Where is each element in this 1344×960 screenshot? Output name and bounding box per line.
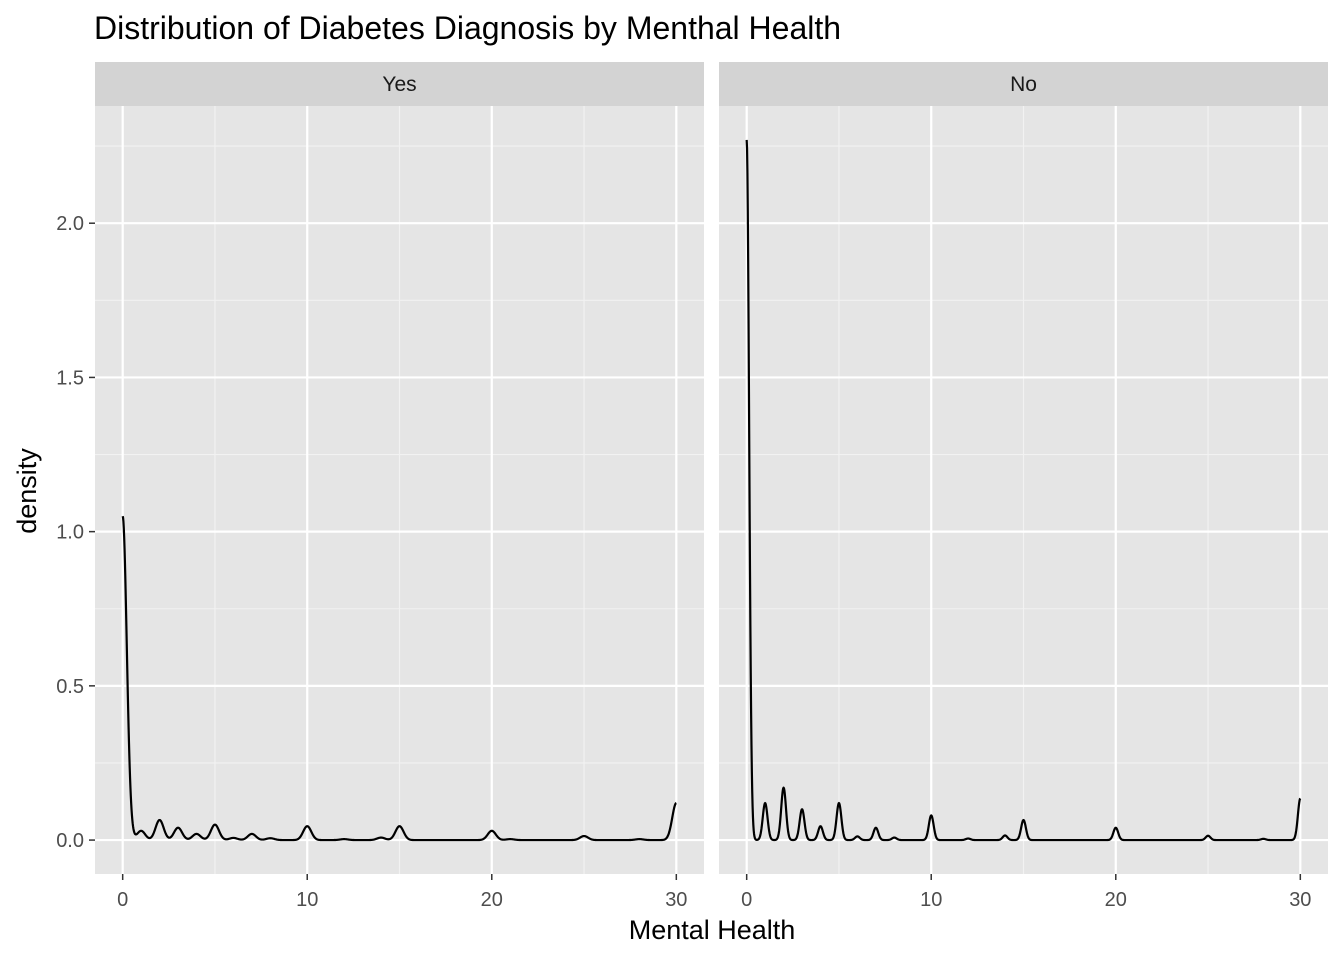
x-tick-label: 20 [1105, 889, 1127, 911]
y-tick-label: 1.0 [56, 522, 84, 544]
x-axis-title: Mental Health [629, 915, 796, 945]
y-tick-label: 0.5 [56, 676, 84, 698]
x-tick-label: 10 [296, 889, 318, 911]
x-tick-label: 10 [920, 889, 942, 911]
facet-strip-label: No [1010, 73, 1037, 96]
facet-panels: 0.0 0.5 1.0 1.5 2.0 Yes 0 10 20 30 No 0 10 20 30 [56, 62, 1328, 911]
chart-title: Distribution of Diabetes Diagnosis by Me… [94, 10, 841, 46]
x-tick-label: 30 [665, 889, 687, 911]
facet-strip-label: Yes [382, 73, 416, 96]
x-tick-label: 0 [117, 889, 128, 911]
facet-strip [95, 62, 704, 106]
density-line-no [745, 139, 1302, 842]
density-line-yes [121, 515, 678, 842]
y-tick-label: 1.5 [56, 367, 84, 389]
x-tick-label: 0 [741, 889, 752, 911]
y-tick-label: 2.0 [56, 213, 84, 235]
x-tick-label: 20 [481, 889, 503, 911]
y-tick-label: 0.0 [56, 830, 84, 852]
x-tick-label: 30 [1289, 889, 1311, 911]
facet-strip [719, 62, 1328, 106]
y-axis-title: density [12, 448, 42, 534]
